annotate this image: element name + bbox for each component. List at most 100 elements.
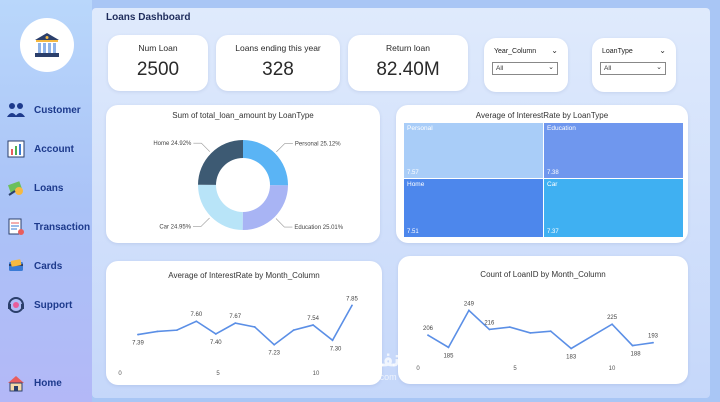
sidebar-item-label: Home [34, 377, 62, 389]
treemap-cell-home[interactable]: Home 7.51 [404, 179, 543, 237]
data-label: 7.54 [307, 316, 319, 322]
kpi-return-loan: Return loan 82.40M [348, 35, 468, 91]
slicer-label: LoanType [602, 48, 633, 55]
chart-title: Average of InterestRate by LoanType [475, 111, 609, 120]
dashboard-canvas: Loans Dashboard Num Loan 2500 Loans endi… [92, 8, 710, 398]
data-label: 7.85 [346, 296, 358, 302]
data-point[interactable] [214, 333, 217, 335]
chevron-down-icon[interactable]: ⌄ [659, 46, 666, 55]
sidebar-item-label: Transaction [34, 221, 91, 233]
leader-line [193, 142, 211, 152]
cell-value: 7.37 [547, 229, 559, 235]
sidebar-item-loans[interactable]: Loans [6, 178, 63, 198]
donut-slice[interactable] [243, 140, 288, 186]
series-line [137, 304, 353, 346]
data-point[interactable] [137, 333, 139, 336]
data-point[interactable] [156, 330, 159, 333]
sidebar: Customer Account Loans Transaction Cards… [0, 0, 92, 402]
year-slicer: Year_Column ⌄ All ⌄ [484, 38, 568, 92]
cell-label: Personal [407, 125, 433, 132]
card-icon [6, 256, 26, 276]
data-label: 183 [566, 354, 577, 360]
sidebar-item-label: Support [34, 299, 73, 311]
data-point[interactable] [488, 328, 491, 331]
data-point[interactable] [351, 304, 353, 307]
sidebar-item-customer[interactable]: Customer [6, 100, 81, 120]
data-label: 7.39 [132, 341, 144, 347]
data-point[interactable] [234, 322, 237, 325]
chart-title: Count of LoanID by Month_Column [480, 270, 606, 279]
cell-value: 7.51 [407, 229, 419, 235]
data-label: 225 [607, 315, 618, 321]
kpi-label: Return loan [386, 43, 430, 53]
data-point[interactable] [427, 334, 429, 337]
watermark: نفذلي nafezly.com [346, 346, 400, 382]
leader-line [276, 143, 293, 153]
data-label: 185 [443, 353, 454, 359]
slicer-label: Year_Column [494, 48, 537, 55]
sidebar-item-label: Account [34, 143, 74, 155]
data-point[interactable] [195, 320, 198, 323]
treemap-cell-personal[interactable]: Personal 7.57 [404, 123, 543, 178]
data-point[interactable] [253, 326, 256, 328]
data-point[interactable] [273, 343, 276, 346]
data-point[interactable] [447, 346, 450, 349]
data-point[interactable] [529, 331, 532, 334]
treemap-cell-education[interactable]: Education 7.38 [544, 123, 683, 178]
data-point[interactable] [652, 341, 654, 344]
donut-chart-card: Sum of total_loan_amount by LoanType Per… [106, 105, 380, 243]
users-icon [6, 100, 26, 120]
money-icon [6, 178, 26, 198]
data-point[interactable] [292, 329, 295, 332]
donut-slice[interactable] [242, 185, 288, 230]
data-label: 7.30 [330, 346, 342, 352]
data-point[interactable] [549, 330, 552, 333]
chevron-down-icon: ⌄ [548, 64, 554, 71]
kpi-value: 328 [262, 59, 294, 80]
data-point[interactable] [176, 329, 178, 332]
treemap-cell-car[interactable]: Car 7.37 [544, 179, 683, 237]
dropdown-value: All [496, 65, 504, 72]
sidebar-item-cards[interactable]: Cards [6, 256, 62, 276]
year-dropdown[interactable]: All ⌄ [492, 62, 558, 75]
dropdown-value: All [604, 65, 612, 72]
count-line-chart: 206 185 249 216 183 225 188 193 0 5 10 [416, 301, 659, 372]
data-point[interactable] [468, 309, 470, 312]
sidebar-item-label: Customer [34, 104, 81, 116]
sidebar-item-support[interactable]: Support [6, 295, 72, 315]
data-label: 188 [631, 352, 642, 358]
x-tick-label: 5 [216, 371, 220, 377]
slice-label: Personal 25.12% [295, 141, 341, 147]
data-point[interactable] [331, 339, 334, 342]
data-point[interactable] [570, 347, 573, 350]
kpi-value: 2500 [136, 59, 180, 80]
chart-icon [6, 139, 26, 159]
donut-slice[interactable] [198, 184, 243, 230]
home-icon [6, 373, 26, 393]
bank-icon [35, 33, 59, 57]
data-label: 249 [464, 301, 475, 307]
donut-slice[interactable] [198, 140, 243, 185]
leader-line [193, 217, 210, 227]
interest-line-chart-card: Average of InterestRate by Month_Column … [106, 261, 382, 385]
cell-label: Car [547, 181, 558, 188]
loantype-dropdown[interactable]: All ⌄ [600, 62, 666, 75]
transaction-icon [6, 217, 26, 237]
data-point[interactable] [590, 335, 593, 338]
data-point[interactable] [611, 323, 613, 326]
data-point[interactable] [312, 324, 314, 326]
count-line-chart-card: Count of LoanID by Month_Column 206 185 24… [398, 256, 688, 384]
sidebar-item-home[interactable]: Home [6, 373, 62, 393]
data-point[interactable] [508, 326, 511, 329]
data-label: 193 [648, 334, 659, 340]
chevron-down-icon: ⌄ [656, 64, 662, 71]
data-point[interactable] [631, 344, 634, 347]
chevron-down-icon[interactable]: ⌄ [551, 46, 558, 55]
kpi-label: Loans ending this year [235, 43, 321, 53]
data-label: 216 [484, 320, 495, 326]
support-icon [6, 295, 26, 315]
data-label: 7.67 [229, 314, 241, 320]
page-title: Loans Dashboard [106, 12, 191, 23]
sidebar-item-transaction[interactable]: Transaction [6, 217, 90, 237]
sidebar-item-account[interactable]: Account [6, 139, 74, 159]
